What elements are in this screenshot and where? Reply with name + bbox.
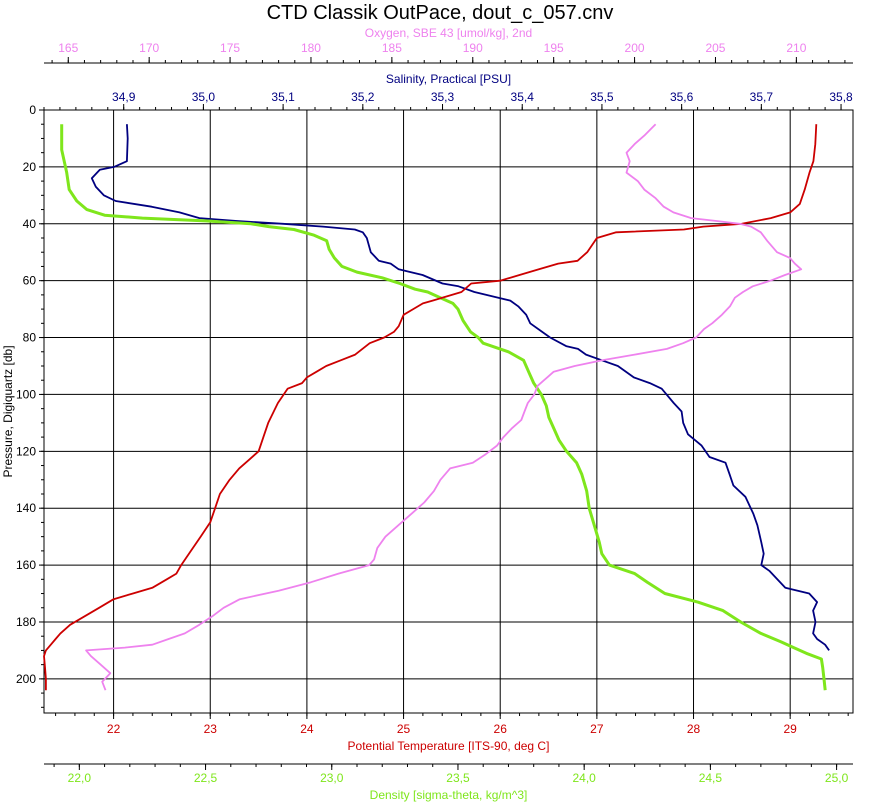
x-axis-title: Potential Temperature [ITS-90, deg C] bbox=[348, 739, 550, 753]
y-tick-label: 0 bbox=[29, 103, 36, 117]
y-tick-label: 20 bbox=[23, 160, 37, 174]
x-tick-label: 24,5 bbox=[699, 771, 723, 785]
x-tick-label: 23 bbox=[204, 722, 218, 736]
series-line-temperature bbox=[43, 124, 818, 691]
x-tick-label: 35,7 bbox=[750, 90, 774, 104]
x-tick-label: 170 bbox=[139, 41, 159, 55]
x-tick-label: 205 bbox=[705, 41, 725, 55]
y-tick-label: 40 bbox=[23, 217, 37, 231]
x-axis-title: Oxygen, SBE 43 [umol/kg], 2nd bbox=[365, 26, 532, 40]
x-tick-label: 200 bbox=[625, 41, 645, 55]
y-axis: 0 20 40 60 80 100 120 140 160 180 200 Pressure, Dig… bbox=[1, 103, 44, 708]
x-tick-label: 24,0 bbox=[572, 771, 596, 785]
x-axis-temperature: 22 23 24 25 26 27 28 29 Potential Temperature [I… bbox=[55, 713, 849, 753]
plot-frame bbox=[43, 109, 854, 714]
x-tick-label: 27 bbox=[590, 722, 604, 736]
y-tick-label: 200 bbox=[16, 672, 36, 686]
x-tick-label: 29 bbox=[783, 722, 797, 736]
x-tick-label: 28 bbox=[687, 722, 701, 736]
x-tick-label: 35,5 bbox=[590, 90, 614, 104]
x-tick-label: 22,5 bbox=[194, 771, 218, 785]
x-tick-label: 175 bbox=[220, 41, 240, 55]
x-axis-salinity: 34,9 35,0 35,1 35,2 35,3 35,4 35,5 35,6 35,7 35,8… bbox=[43, 72, 853, 110]
chart-title: CTD Classik OutPace, dout_c_057.cnv bbox=[267, 2, 614, 24]
x-tick-label: 25 bbox=[397, 722, 411, 736]
x-tick-label: 210 bbox=[786, 41, 806, 55]
series-line-density bbox=[60, 124, 827, 691]
x-tick-label: 26 bbox=[494, 722, 508, 736]
x-tick-label: 35,8 bbox=[829, 90, 853, 104]
y-tick-label: 160 bbox=[16, 558, 36, 572]
x-tick-label: 35,6 bbox=[670, 90, 694, 104]
x-tick-label: 165 bbox=[58, 41, 78, 55]
x-tick-label: 35,3 bbox=[431, 90, 455, 104]
x-tick-label: 35,4 bbox=[511, 90, 535, 104]
x-tick-label: 22 bbox=[107, 722, 121, 736]
x-tick-label: 180 bbox=[301, 41, 321, 55]
x-tick-label: 23,0 bbox=[320, 771, 344, 785]
x-axis-title: Density [sigma-theta, kg/m^3] bbox=[370, 788, 528, 802]
series-line-salinity bbox=[90, 124, 830, 651]
x-tick-label: 34,9 bbox=[112, 90, 136, 104]
x-tick-label: 22,0 bbox=[68, 771, 92, 785]
y-tick-label: 60 bbox=[23, 274, 37, 288]
x-tick-label: 35,1 bbox=[271, 90, 295, 104]
x-tick-label: 190 bbox=[463, 41, 483, 55]
series-line-oxygen bbox=[85, 123, 803, 691]
x-axis-oxygen: 165 170 175 180 185 190 195 200 205 210 Oxygen, SB… bbox=[44, 26, 853, 64]
y-tick-label: 100 bbox=[16, 387, 36, 401]
x-tick-label: 35,2 bbox=[351, 90, 375, 104]
x-tick-label: 24 bbox=[300, 722, 314, 736]
x-axis-title: Salinity, Practical [PSU] bbox=[386, 72, 511, 86]
x-tick-label: 195 bbox=[544, 41, 564, 55]
y-tick-label: 180 bbox=[16, 615, 36, 629]
y-tick-label: 120 bbox=[16, 444, 36, 458]
x-tick-label: 23,5 bbox=[446, 771, 470, 785]
y-tick-label: 80 bbox=[23, 331, 37, 345]
x-axis-density: 22,0 22,5 23,0 23,5 24,0 24,5 25,0 Density [sig… bbox=[44, 763, 853, 802]
x-tick-label: 25,0 bbox=[825, 771, 849, 785]
series-group bbox=[43, 123, 830, 691]
grid-group bbox=[43, 109, 854, 714]
y-axis-title: Pressure, Digiquartz [db] bbox=[1, 345, 15, 477]
y-tick-label: 140 bbox=[16, 501, 36, 515]
x-tick-label: 35,0 bbox=[192, 90, 216, 104]
x-tick-label: 185 bbox=[382, 41, 402, 55]
